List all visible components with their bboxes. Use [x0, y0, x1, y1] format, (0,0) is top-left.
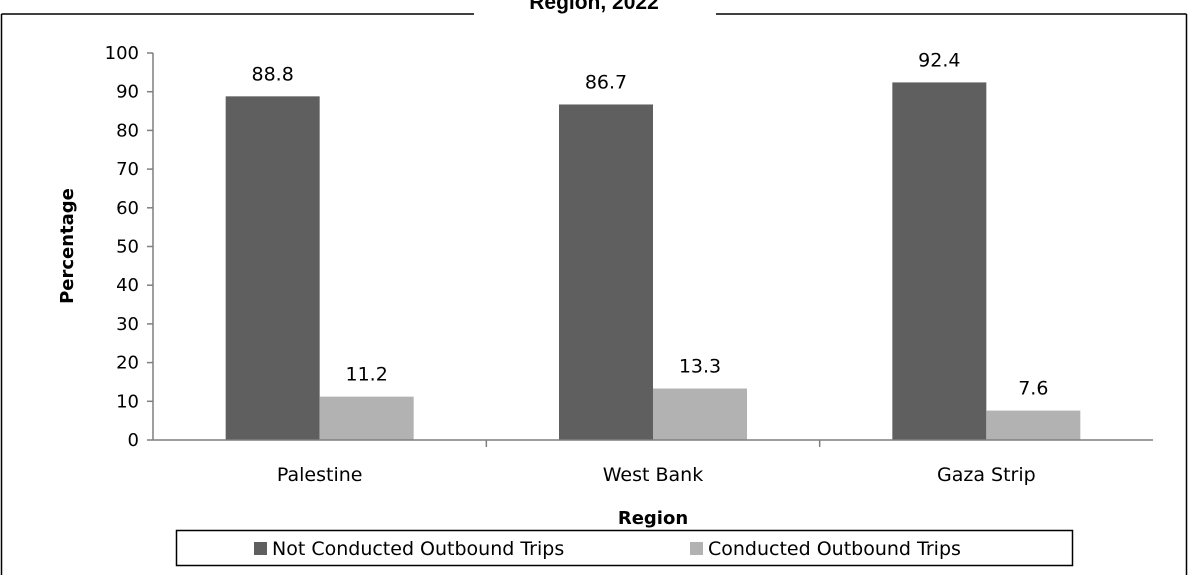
y-tick-label: 60: [116, 198, 139, 219]
x-axis-title: Region: [618, 508, 688, 529]
chart-title: Region, 2022: [529, 0, 659, 14]
y-axis-title: Percentage: [57, 188, 78, 304]
legend-swatch-conducted: [690, 542, 703, 555]
bar-not-conducted: [892, 82, 987, 441]
bar-conducted: [319, 396, 414, 440]
y-tick-label: 10: [116, 391, 139, 412]
data-label: 86.7: [585, 71, 627, 93]
y-tick-label: 20: [116, 353, 139, 374]
data-label: 13.3: [679, 356, 721, 378]
legend-label-not-conducted: Not Conducted Outbound Trips: [272, 538, 564, 560]
data-label: 11.2: [346, 364, 388, 386]
y-tick-label: 0: [128, 430, 139, 451]
data-label: 7.6: [1018, 378, 1048, 400]
data-labels-group: 88.8 11.2 86.7 13.3 92.4 7.6: [252, 49, 1049, 399]
legend: Not Conducted Outbound Trips Conducted O…: [175, 529, 1074, 567]
y-tick-label: 40: [116, 275, 139, 296]
x-axis-categories: Palestine West Bank Gaza Strip: [277, 440, 1036, 486]
bar-conducted: [986, 410, 1081, 440]
y-tick-label: 50: [116, 237, 139, 258]
data-label: 92.4: [918, 49, 960, 71]
legend-box: [175, 529, 1074, 567]
y-tick-label: 30: [116, 314, 139, 335]
y-tick-label: 100: [105, 43, 139, 64]
x-tick-label: Palestine: [277, 464, 363, 486]
data-label: 88.8: [252, 63, 294, 85]
legend-label-conducted: Conducted Outbound Trips: [708, 538, 961, 560]
bar-not-conducted: [559, 104, 653, 440]
y-tick-label: 70: [116, 159, 139, 180]
x-tick-label: West Bank: [603, 464, 703, 486]
bar-not-conducted: [225, 96, 320, 441]
bars-group: [225, 82, 1081, 441]
legend-swatch-not-conducted: [254, 542, 267, 555]
y-tick-label: 80: [116, 120, 139, 141]
y-axis-ticks: 0 10 20 30 40 50 60 70 80 90 100: [105, 43, 153, 451]
y-tick-label: 90: [116, 82, 139, 103]
bar-conducted: [653, 388, 747, 440]
x-tick-label: Gaza Strip: [937, 464, 1036, 486]
